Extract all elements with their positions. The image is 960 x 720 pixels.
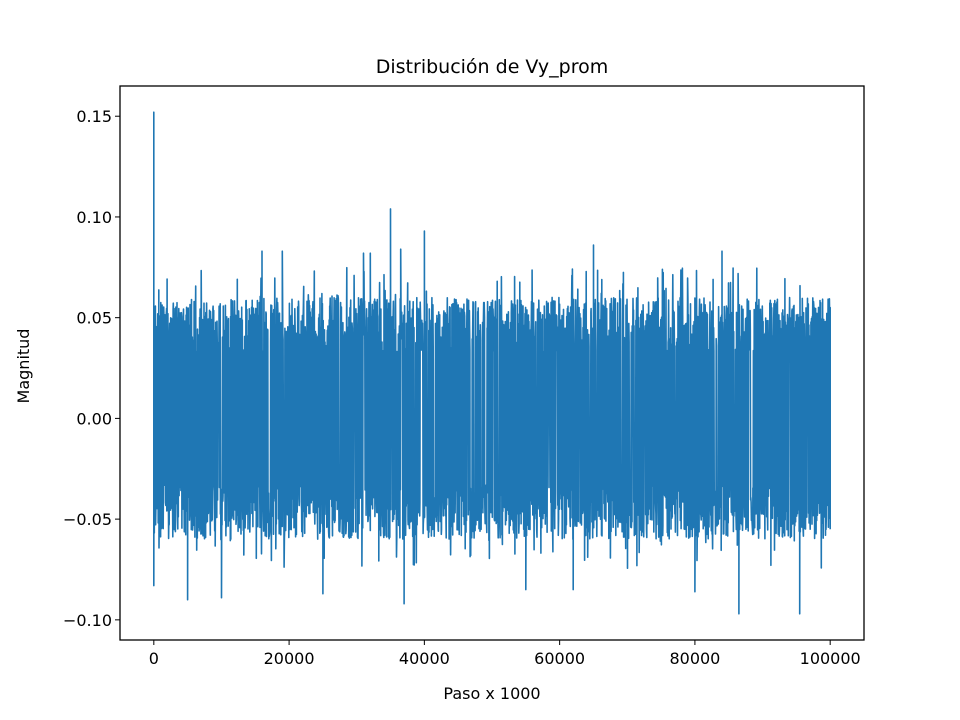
y-axis: −0.10 −0.05 0.00 0.05 0.10 0.15 [63, 107, 120, 630]
y-tick-label: 0.05 [76, 309, 112, 328]
x-tick-label: 40000 [399, 649, 450, 668]
y-tick-label: 0.15 [76, 107, 112, 126]
x-tick-label: 0 [149, 649, 159, 668]
series-line [153, 111, 831, 615]
axes-frame [119, 85, 865, 641]
y-axis-title: Magnitud [14, 329, 33, 404]
y-tick-label: −0.05 [63, 510, 112, 529]
y-tick-label: −0.10 [63, 611, 112, 630]
x-tick-label: 20000 [264, 649, 315, 668]
y-tick-label: 0.10 [76, 208, 112, 227]
chart-title: Distribución de Vy_prom [376, 56, 609, 78]
x-tick-label: 80000 [669, 649, 720, 668]
x-tick-label: 60000 [534, 649, 585, 668]
y-tick-label: 0.00 [76, 409, 112, 428]
plot-area [153, 111, 831, 615]
x-tick-label: 100000 [800, 649, 861, 668]
x-axis-title: Paso x 1000 [443, 684, 540, 703]
x-axis: 0 20000 40000 60000 80000 100000 [149, 640, 861, 668]
